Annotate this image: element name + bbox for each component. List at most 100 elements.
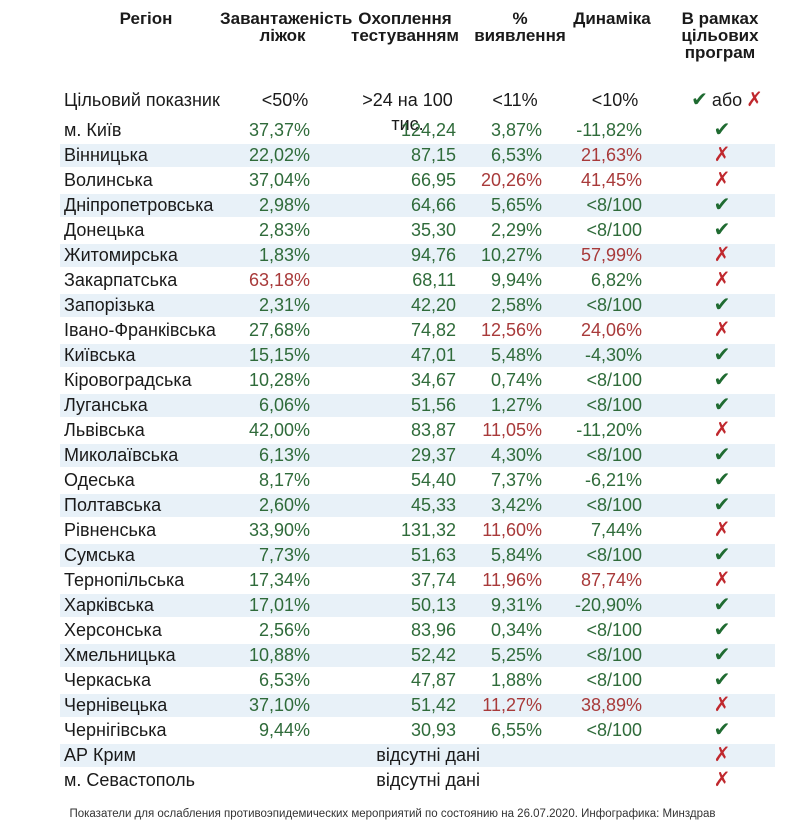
testing-value: 47,87 <box>410 670 456 690</box>
dynamics-value: -4,30% <box>584 345 642 365</box>
bed-load-value: 8,17% <box>258 470 310 490</box>
dynamics-value: -11,20% <box>576 420 642 440</box>
bed-load-value: 6,53% <box>258 670 310 690</box>
checkmark-icon: ✔ <box>713 294 731 316</box>
detection-value: 6,53% <box>490 145 542 165</box>
cross-icon: ✗ <box>713 319 731 341</box>
dynamics-value: -20,90% <box>574 595 642 615</box>
checkmark-icon: ✔ <box>713 719 731 741</box>
dynamics-value: <8/100 <box>586 495 642 515</box>
table-row: Хмельницька 10,88% 52,42 5,25% <8/100 ✔ <box>0 643 785 668</box>
table-row: Миколаївська 6,13% 29,37 4,30% <8/100 ✔ <box>0 443 785 468</box>
region-name: Закарпатська <box>64 270 178 290</box>
no-data-note: відсутні дані <box>376 745 480 765</box>
checkmark-icon: ✔ <box>713 619 731 641</box>
target-detection: <11% <box>492 90 538 110</box>
detection-value: 5,48% <box>490 345 542 365</box>
cross-icon: ✗ <box>713 144 731 166</box>
dynamics-value: <8/100 <box>586 670 642 690</box>
bed-load-value: 10,88% <box>248 645 310 665</box>
detection-value: 5,25% <box>490 645 542 665</box>
detection-value: 2,29% <box>490 220 542 240</box>
bed-load-value: 2,98% <box>258 195 310 215</box>
region-name: АР Крим <box>64 745 136 765</box>
detection-value: 6,55% <box>490 720 542 740</box>
bed-load-value: 37,04% <box>248 170 310 190</box>
cross-icon: ✗ <box>713 244 731 266</box>
bed-load-value: 37,37% <box>248 120 310 140</box>
testing-value: 64,66 <box>410 195 456 215</box>
bed-load-value: 33,90% <box>248 520 310 540</box>
checkmark-icon: ✔ <box>691 89 708 111</box>
dynamics-value: <8/100 <box>586 445 642 465</box>
bed-load-value: 2,60% <box>258 495 310 515</box>
testing-value: 50,13 <box>410 595 456 615</box>
testing-value: 52,42 <box>410 645 456 665</box>
target-or-text: або <box>711 90 743 110</box>
detection-value: 3,42% <box>490 495 542 515</box>
cross-icon: ✗ <box>713 569 731 591</box>
table-row: Івано-Франківська 27,68% 74,82 12,56% 24,06%… <box>0 318 785 343</box>
detection-value: 0,74% <box>490 370 542 390</box>
checkmark-icon: ✔ <box>713 544 731 566</box>
bed-load-value: 37,10% <box>248 695 310 715</box>
table-row: Луганська 6,06% 51,56 1,27% <8/100 ✔ <box>0 393 785 418</box>
header-region: Регіон <box>119 9 173 28</box>
detection-value: 11,96% <box>482 570 542 590</box>
target-programs: ✔ або ✗ <box>672 88 782 112</box>
testing-value: 51,42 <box>410 695 456 715</box>
bed-load-value: 10,28% <box>248 370 310 390</box>
table-header: Регіон Завантаженість ліжок Охоплення те… <box>0 10 785 74</box>
table-row: Чернівецька 37,10% 51,42 11,27% 38,89% ✗ <box>0 693 785 718</box>
testing-value: 83,96 <box>410 620 456 640</box>
dynamics-value: <8/100 <box>586 620 642 640</box>
region-name: Одеська <box>64 470 135 490</box>
header-testing-coverage: Охоплення тестуванням <box>351 9 459 45</box>
detection-value: 10,27% <box>480 245 542 265</box>
bed-load-value: 42,00% <box>248 420 310 440</box>
dynamics-value: <8/100 <box>586 220 642 240</box>
region-name: Херсонська <box>64 620 162 640</box>
table-row-no-data: АР Крим відсутні дані ✗ <box>0 743 785 768</box>
table-row: Житомирська 1,83% 94,76 10,27% 57,99% ✗ <box>0 243 785 268</box>
testing-value: 51,56 <box>410 395 456 415</box>
table-row: Дніпропетровська 2,98% 64,66 5,65% <8/100 ✔ <box>0 193 785 218</box>
checkmark-icon: ✔ <box>713 394 731 416</box>
bed-load-value: 2,83% <box>258 220 310 240</box>
region-name: Київська <box>64 345 136 365</box>
testing-value: 29,37 <box>410 445 456 465</box>
dynamics-value: <8/100 <box>586 545 642 565</box>
target-testing: >24 на 100 тис. <box>362 90 453 134</box>
target-dynamics: <10% <box>591 90 639 110</box>
bed-load-value: 22,02% <box>248 145 310 165</box>
testing-value: 68,11 <box>412 270 456 290</box>
detection-value: 2,58% <box>490 295 542 315</box>
testing-value: 66,95 <box>410 170 456 190</box>
target-indicator-row: Цільовий показник <50% >24 на 100 тис. <… <box>0 88 785 134</box>
testing-value: 74,82 <box>410 320 456 340</box>
detection-value: 1,88% <box>490 670 542 690</box>
table-row: м. Київ 37,37% 124,24 3,87% -11,82% ✔ <box>0 118 785 143</box>
checkmark-icon: ✔ <box>713 444 731 466</box>
bed-load-value: 27,68% <box>248 320 310 340</box>
testing-value: 83,87 <box>410 420 456 440</box>
checkmark-icon: ✔ <box>713 594 731 616</box>
header-bed-load: Завантаженість ліжок <box>220 9 353 45</box>
testing-value: 45,33 <box>410 495 456 515</box>
region-name: Черкаська <box>64 670 151 690</box>
detection-value: 9,31% <box>490 595 542 615</box>
bed-load-value: 1,83% <box>258 245 310 265</box>
testing-value: 30,93 <box>410 720 456 740</box>
region-name: Миколаївська <box>64 445 179 465</box>
region-name: Тернопільська <box>64 570 185 590</box>
dynamics-value: 7,44% <box>590 520 642 540</box>
testing-value: 37,74 <box>410 570 456 590</box>
table-row: Донецька 2,83% 35,30 2,29% <8/100 ✔ <box>0 218 785 243</box>
header-dynamics: Динаміка <box>573 9 651 28</box>
cross-icon: ✗ <box>746 89 763 111</box>
cross-icon: ✗ <box>713 769 731 791</box>
cross-icon: ✗ <box>713 744 731 766</box>
detection-value: 12,56% <box>480 320 542 340</box>
bed-load-value: 6,06% <box>258 395 310 415</box>
footer-note: Показатели для ослабления противоэпидеми… <box>69 808 716 820</box>
